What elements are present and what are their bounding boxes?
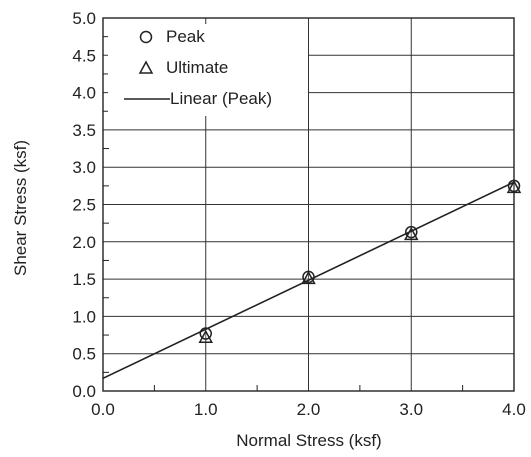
y-tick-label: 5.0 bbox=[72, 9, 96, 28]
y-tick-label: 2.5 bbox=[72, 196, 96, 215]
legend-label: Ultimate bbox=[166, 58, 228, 77]
x-tick-label: 2.0 bbox=[297, 400, 321, 419]
y-tick-label: 3.0 bbox=[72, 158, 96, 177]
ultimate-point bbox=[506, 179, 522, 194]
y-tick-label: 0.5 bbox=[72, 345, 96, 364]
y-tick-label: 1.5 bbox=[72, 270, 96, 289]
x-tick-label: 0.0 bbox=[91, 400, 115, 419]
ultimate-point bbox=[403, 226, 419, 241]
x-tick-label: 4.0 bbox=[502, 400, 526, 419]
x-tick-label: 3.0 bbox=[399, 400, 423, 419]
legend-label: Linear (Peak) bbox=[170, 89, 272, 108]
ultimate-point bbox=[301, 270, 316, 285]
plot-frame bbox=[102, 17, 515, 392]
y-axis-title: Shear Stress (ksf) bbox=[11, 140, 30, 276]
legend-label: Peak bbox=[166, 27, 205, 46]
legend-peak-marker bbox=[139, 30, 153, 44]
trendline-linear-peak bbox=[102, 181, 515, 380]
y-tick-label: 3.5 bbox=[72, 121, 96, 140]
x-axis-title: Normal Stress (ksf) bbox=[236, 431, 381, 450]
legend: Peak Ultimate Linear (Peak) bbox=[108, 24, 308, 116]
legend-ultimate-marker bbox=[138, 60, 154, 74]
ultimate-point bbox=[198, 329, 214, 344]
series bbox=[102, 179, 522, 380]
y-tick-label: 2.0 bbox=[72, 233, 96, 252]
y-tick-label: 4.0 bbox=[72, 84, 96, 103]
axes bbox=[102, 17, 515, 392]
y-tick-label: 0.0 bbox=[72, 382, 96, 401]
x-tick-label: 1.0 bbox=[194, 400, 218, 419]
y-tick-label: 4.5 bbox=[72, 46, 96, 65]
x-tick-labels: 0.0 1.0 2.0 3.0 4.0 bbox=[91, 400, 526, 419]
y-tick-label: 1.0 bbox=[72, 307, 96, 326]
y-tick-labels: 0.0 0.5 1.0 1.5 2.0 2.5 3.0 3.5 4.0 4.5 5.0 bbox=[72, 9, 96, 401]
